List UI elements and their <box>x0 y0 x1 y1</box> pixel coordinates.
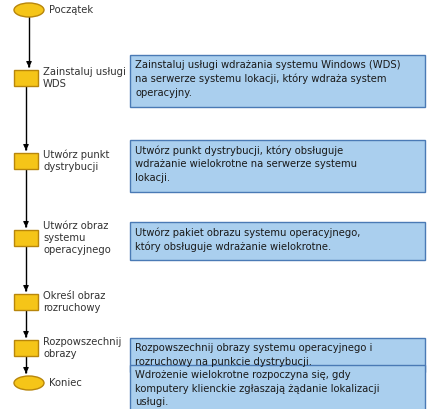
FancyBboxPatch shape <box>130 55 425 107</box>
Text: Utwórz obraz
systemu
operacyjnego: Utwórz obraz systemu operacyjnego <box>43 221 111 254</box>
FancyBboxPatch shape <box>14 153 38 169</box>
FancyBboxPatch shape <box>14 230 38 246</box>
FancyBboxPatch shape <box>14 340 38 356</box>
FancyBboxPatch shape <box>14 294 38 310</box>
Text: Koniec: Koniec <box>49 378 82 388</box>
Text: Rozpowszechnij
obrazy: Rozpowszechnij obrazy <box>43 337 121 359</box>
Text: Wdrożenie wielokrotne rozpoczyna się, gdy
komputery klienckie zgłaszają żądanie : Wdrożenie wielokrotne rozpoczyna się, gd… <box>135 370 379 407</box>
FancyBboxPatch shape <box>14 70 38 86</box>
FancyBboxPatch shape <box>130 140 425 192</box>
FancyBboxPatch shape <box>130 365 425 409</box>
Text: Utwórz punkt dystrybucji, który obsługuje
wdrażanie wielokrotne na serwerze syst: Utwórz punkt dystrybucji, który obsługuj… <box>135 145 357 183</box>
Text: Zainstaluj usługi wdrażania systemu Windows (WDS)
na serwerze systemu lokacji, k: Zainstaluj usługi wdrażania systemu Wind… <box>135 60 400 98</box>
FancyBboxPatch shape <box>130 338 425 372</box>
Ellipse shape <box>14 3 44 17</box>
Text: Początek: Początek <box>49 5 93 15</box>
Text: Zainstaluj usługi
WDS: Zainstaluj usługi WDS <box>43 67 126 89</box>
Text: Utwórz punkt
dystrybucji: Utwórz punkt dystrybucji <box>43 150 109 172</box>
Text: Rozpowszechnij obrazy systemu operacyjnego i
rozruchowy na punkcie dystrybucji.: Rozpowszechnij obrazy systemu operacyjne… <box>135 343 372 366</box>
FancyBboxPatch shape <box>130 222 425 260</box>
Text: Utwórz pakiet obrazu systemu operacyjnego,
który obsługuje wdrażanie wielokrotne: Utwórz pakiet obrazu systemu operacyjneg… <box>135 227 360 252</box>
Text: Określ obraz
rozruchowy: Określ obraz rozruchowy <box>43 291 105 313</box>
Ellipse shape <box>14 376 44 390</box>
